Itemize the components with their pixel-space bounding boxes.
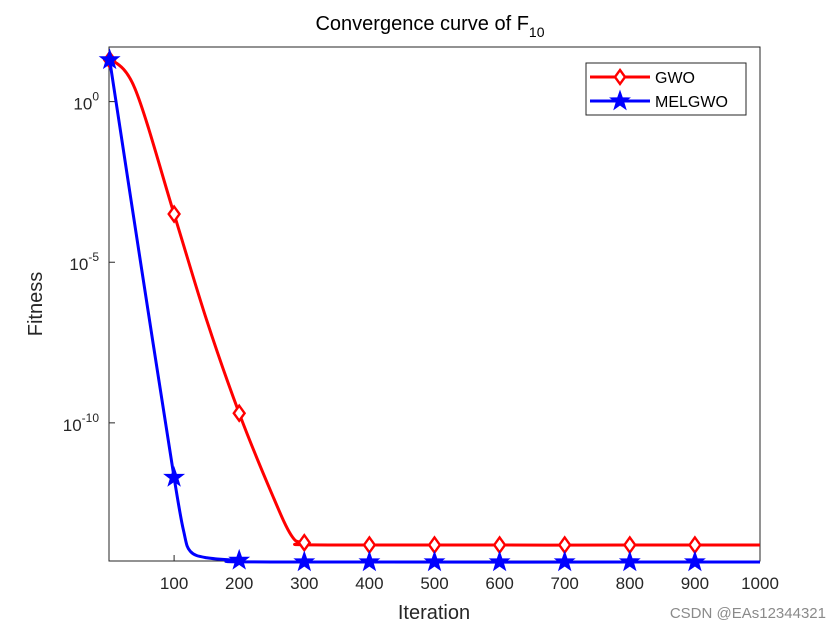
x-tick-label: 300 [290, 574, 318, 593]
y-tick-exponent: -5 [88, 250, 99, 264]
x-tick-label: 500 [420, 574, 448, 593]
legend-label-melgwo: MELGWO [655, 94, 728, 111]
x-tick-label: 600 [485, 574, 513, 593]
melgwo-marker [423, 550, 446, 572]
melgwo-line [108, 59, 761, 564]
x-tick-label: 100 [160, 574, 188, 593]
melgwo-marker [98, 48, 121, 70]
gwo-marker [232, 403, 247, 423]
chart-title: Convergence curve of F10 [315, 13, 544, 40]
y-tick-base: 10 [69, 255, 88, 274]
y-tick-exponent: -10 [82, 411, 100, 425]
x-axis-ticks: 100 200 300 400 500 600 700 800 900 1000 [160, 555, 779, 593]
x-tick-label: 1000 [741, 574, 779, 593]
melgwo-marker [358, 550, 381, 572]
melgwo-marker [228, 548, 251, 570]
y-tick-label: 10-10 [63, 411, 100, 435]
y-axis-label: Fitness [25, 272, 47, 336]
legend: GWO MELGWO [585, 62, 747, 116]
melgwo-marker [553, 550, 576, 572]
y-tick-base: 10 [73, 95, 92, 114]
melgwo-marker [488, 550, 511, 572]
y-tick-label: 10-5 [69, 250, 99, 274]
melgwo-marker [683, 550, 706, 572]
x-tick-label: 700 [551, 574, 579, 593]
axes-box [108, 46, 761, 562]
x-tick-label: 400 [355, 574, 383, 593]
legend-marker-gwo [613, 67, 627, 87]
legend-marker-melgwo [609, 89, 631, 111]
gwo-marker [297, 533, 312, 553]
x-tick-label: 900 [681, 574, 709, 593]
plot-area [108, 46, 761, 562]
series-layer [98, 48, 761, 572]
melgwo-marker [293, 550, 316, 572]
y-tick-base: 10 [63, 416, 82, 435]
y-tick-label: 100 [73, 90, 99, 114]
x-tick-label: 200 [225, 574, 253, 593]
melgwo-marker [163, 465, 186, 487]
melgwo-marker [618, 550, 641, 572]
x-axis-label: Iteration [398, 602, 470, 624]
x-tick-label: 800 [616, 574, 644, 593]
watermark: CSDN @EAs12344321 [669, 605, 826, 622]
legend-box [585, 62, 747, 116]
y-tick-exponent: 0 [92, 90, 99, 104]
legend-label-gwo: GWO [655, 70, 695, 87]
gwo-marker [167, 204, 181, 224]
